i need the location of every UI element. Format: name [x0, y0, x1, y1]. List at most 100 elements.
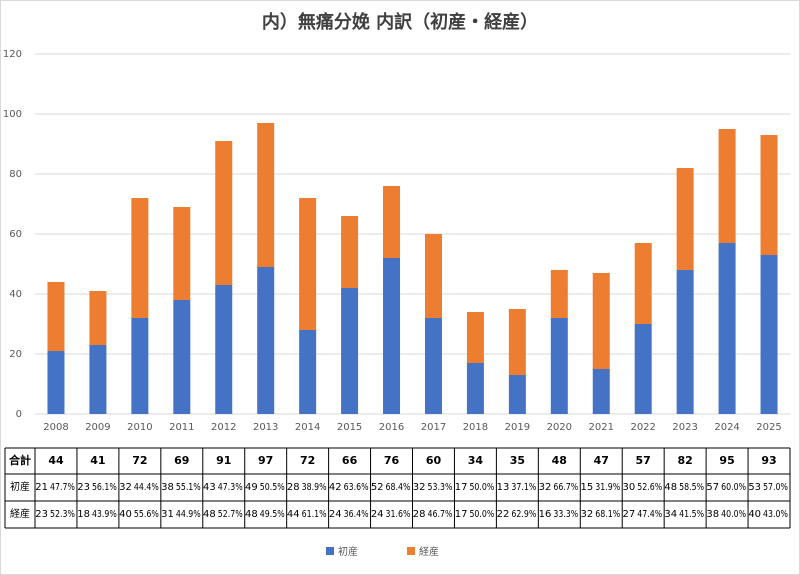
x-tick-label: 2017	[421, 422, 446, 433]
bar-segment	[634, 243, 652, 324]
x-tick-label: 2025	[756, 422, 781, 433]
x-tick-label: 2015	[337, 422, 362, 433]
bar-segment	[592, 273, 610, 369]
bar-segment	[299, 198, 317, 330]
total-cell: 60	[426, 454, 442, 467]
count-cell: 28	[287, 482, 300, 493]
share-cell: 37.1%	[511, 482, 536, 493]
bar-segment	[131, 198, 149, 318]
x-tick-label: 2010	[127, 422, 152, 433]
share-cell: 52.3%	[50, 509, 75, 520]
count-cell: 48	[664, 482, 677, 493]
bar-segment	[47, 282, 65, 351]
count-cell: 32	[539, 482, 552, 493]
y-tick-label: 60	[9, 229, 22, 240]
count-cell: 18	[77, 509, 90, 520]
share-cell: 50.0%	[469, 509, 494, 520]
total-cell: 48	[552, 454, 567, 467]
share-cell: 31.6%	[386, 509, 411, 520]
total-cell: 76	[384, 454, 400, 467]
count-cell: 43	[203, 482, 216, 493]
legend-swatch	[407, 547, 415, 555]
total-cell: 35	[510, 454, 525, 467]
y-tick-label: 120	[3, 49, 22, 60]
count-cell: 32	[119, 482, 132, 493]
bar-segment	[215, 141, 233, 285]
y-tick-label: 100	[3, 109, 22, 120]
total-cell: 41	[90, 454, 105, 467]
bar-segment	[131, 318, 149, 414]
total-cell: 44	[48, 454, 64, 467]
count-cell: 24	[329, 509, 342, 520]
count-cell: 30	[622, 482, 635, 493]
share-cell: 56.1%	[92, 482, 117, 493]
bar-segment	[718, 129, 736, 243]
y-tick-label: 40	[9, 289, 22, 300]
count-cell: 42	[329, 482, 342, 493]
bar-segment	[89, 345, 107, 414]
bar-segment	[383, 258, 401, 414]
share-cell: 50.5%	[260, 482, 285, 493]
total-cell: 34	[468, 454, 484, 467]
bar-segment	[760, 135, 778, 255]
count-cell: 17	[455, 509, 468, 520]
x-tick-label: 2012	[211, 422, 236, 433]
share-cell: 44.9%	[176, 509, 201, 520]
share-cell: 55.6%	[134, 509, 159, 520]
share-cell: 46.7%	[428, 509, 453, 520]
count-cell: 44	[287, 509, 300, 520]
bar-segment	[592, 369, 610, 414]
count-cell: 17	[455, 482, 468, 493]
x-tick-label: 2024	[714, 422, 739, 433]
share-cell: 47.7%	[50, 482, 75, 493]
share-cell: 58.5%	[679, 482, 704, 493]
total-cell: 66	[342, 454, 358, 467]
bar-segment	[550, 318, 568, 414]
share-cell: 36.4%	[344, 509, 369, 520]
x-tick-label: 2016	[379, 422, 404, 433]
y-tick-label: 80	[9, 169, 22, 180]
bar-segment	[466, 312, 484, 363]
legend-swatch	[326, 547, 334, 555]
row-header: 合計	[9, 453, 31, 467]
x-tick-label: 2009	[85, 422, 110, 433]
share-cell: 50.0%	[469, 482, 494, 493]
x-tick-label: 2019	[505, 422, 530, 433]
share-cell: 43.9%	[92, 509, 117, 520]
share-cell: 31.9%	[595, 482, 620, 493]
bar-segment	[173, 207, 191, 300]
bar-segment	[550, 270, 568, 318]
share-cell: 44.4%	[134, 482, 159, 493]
bar-segment	[215, 285, 233, 414]
x-tick-label: 2013	[253, 422, 278, 433]
bar-segment	[341, 216, 359, 288]
count-cell: 21	[35, 482, 48, 493]
bar-segment	[718, 243, 736, 414]
share-cell: 61.1%	[302, 509, 327, 520]
total-cell: 72	[300, 454, 315, 467]
share-cell: 38.9%	[302, 482, 327, 493]
count-cell: 24	[371, 509, 384, 520]
count-cell: 23	[77, 482, 90, 493]
bar-segment	[634, 324, 652, 414]
count-cell: 31	[161, 509, 174, 520]
share-cell: 57.0%	[763, 482, 788, 493]
bar-segment	[341, 288, 359, 414]
bar-segment	[47, 351, 65, 414]
share-cell: 52.6%	[637, 482, 662, 493]
row-header: 経産	[10, 507, 30, 520]
share-cell: 63.6%	[344, 482, 369, 493]
count-cell: 38	[706, 509, 719, 520]
legend-label: 初産	[338, 545, 358, 558]
bar-segment	[760, 255, 778, 414]
count-cell: 22	[497, 509, 510, 520]
count-cell: 16	[539, 509, 552, 520]
bar-segment	[466, 363, 484, 414]
x-tick-label: 2018	[463, 422, 488, 433]
share-cell: 68.4%	[386, 482, 411, 493]
bar-segment	[676, 270, 694, 414]
share-cell: 55.1%	[176, 482, 201, 493]
count-cell: 32	[413, 482, 426, 493]
share-cell: 41.5%	[679, 509, 704, 520]
